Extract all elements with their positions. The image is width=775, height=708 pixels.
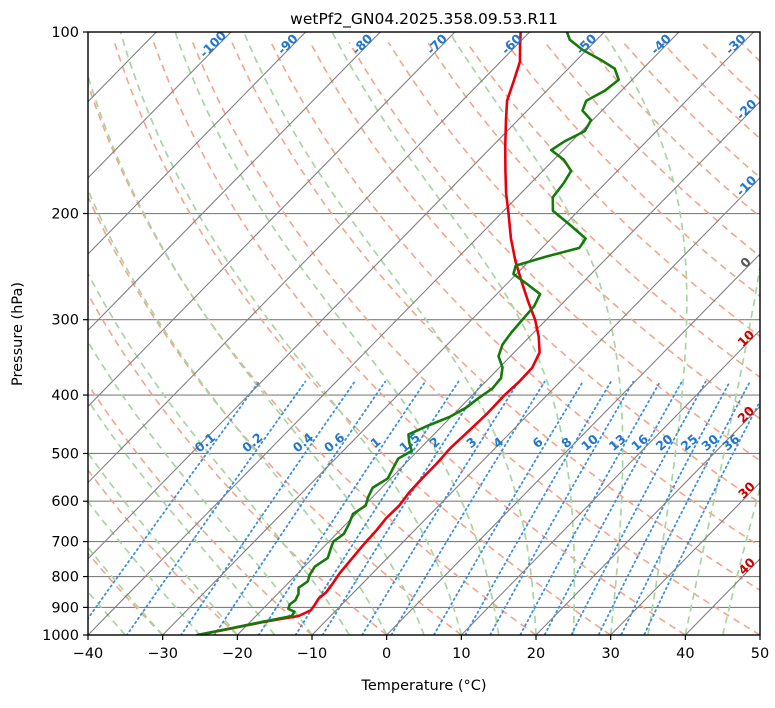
- isotherm-line: [535, 405, 760, 635]
- isotherm-line: [88, 32, 306, 255]
- dry-adiabat: [152, 42, 686, 635]
- y-tick-label: 100: [51, 25, 79, 41]
- dry-adiabat: [88, 194, 462, 635]
- mixing-ratio-line: [257, 380, 427, 635]
- moist-adiabat: [242, 32, 537, 635]
- grid-layer: [88, 32, 760, 635]
- isotherm-line: [88, 32, 232, 179]
- x-tick-label: −10: [297, 646, 328, 662]
- x-tick-label: 50: [751, 646, 769, 662]
- moist-adiabat: [88, 73, 425, 635]
- moist-adiabat: [684, 260, 760, 635]
- dry-adiabat: [88, 382, 313, 635]
- y-tick-label: 700: [51, 535, 79, 551]
- x-tick-label: −40: [73, 646, 104, 662]
- isotherm-line: [460, 329, 760, 635]
- y-tick-label: 200: [51, 207, 79, 223]
- y-axis-label: Pressure (hPa): [10, 282, 26, 386]
- dry-adiabat: [270, 41, 760, 548]
- mixing-ratio-line: [489, 380, 635, 635]
- x-tick-label: 0: [382, 646, 391, 662]
- dry-adiabat: [113, 42, 612, 635]
- y-tick-label: 300: [51, 313, 79, 329]
- moist-adiabat: [602, 32, 688, 635]
- temperature-trace: [197, 32, 541, 635]
- y-tick-label: 800: [51, 570, 79, 586]
- moist-adiabat: [88, 451, 238, 635]
- data-layer: [195, 32, 621, 635]
- dry-adiabat: [348, 41, 760, 462]
- isotherm-line: [162, 32, 754, 635]
- isotherm-line: [386, 253, 760, 635]
- isotherm-line: [236, 100, 760, 635]
- moist-adiabat: [448, 32, 624, 635]
- page-title: wetPf2_GN04.2025.358.09.53.R11: [290, 10, 558, 29]
- dry-adiabat: [466, 41, 760, 338]
- isotherm-line: [88, 32, 381, 332]
- y-tick-label: 500: [51, 446, 79, 462]
- mixing-ratio-line: [432, 380, 584, 635]
- mixing-ratio-line: [125, 380, 307, 635]
- dry-adiabat: [309, 41, 760, 504]
- mixing-ratio-line: [180, 380, 356, 635]
- x-tick-label: 30: [601, 646, 619, 662]
- mixing-ratio-line: [321, 380, 484, 635]
- x-tick-label: −30: [147, 646, 178, 662]
- isotherm-line: [311, 177, 760, 635]
- plot-frame: [87, 31, 761, 636]
- dry-adiabat: [88, 292, 388, 635]
- moist-adiabat: [88, 398, 276, 635]
- moist-adiabat: [88, 271, 351, 635]
- mixing-ratio-line: [361, 380, 520, 635]
- x-axis-label: Temperature (°C): [360, 678, 486, 694]
- dewpoint-trace: [195, 32, 621, 635]
- mixing-ratio-line: [213, 380, 387, 635]
- mixing-ratio-line: [519, 380, 662, 635]
- y-tick-label: 400: [51, 388, 79, 404]
- isotherm-line: [88, 32, 456, 408]
- mixing-ratio-line: [464, 380, 612, 635]
- y-tick-label: 1000: [42, 628, 79, 644]
- dry-adiabat: [88, 468, 238, 635]
- x-tick-label: −20: [222, 646, 253, 662]
- isotherm-line: [610, 481, 760, 635]
- x-tick-label: 10: [452, 646, 470, 662]
- mixing-ratio-line: [643, 399, 760, 635]
- mixing-ratio-line: [390, 380, 546, 635]
- mixing-ratio-line: [620, 380, 751, 635]
- moist-adiabat: [88, 187, 388, 635]
- moist-adiabat: [88, 340, 313, 635]
- y-tick-label: 600: [51, 494, 79, 510]
- mixing-ratio-line: [294, 380, 460, 635]
- mixing-ratio-line: [570, 380, 707, 635]
- isotherm-line: [88, 32, 530, 484]
- x-tick-label: 40: [676, 646, 694, 662]
- moist-adiabat: [331, 32, 576, 635]
- dry-adiabat: [231, 41, 760, 592]
- dry-adiabat: [387, 41, 760, 420]
- dry-adiabat: [505, 41, 760, 298]
- y-tick-label: 900: [51, 600, 79, 616]
- x-tick-label: 20: [527, 646, 545, 662]
